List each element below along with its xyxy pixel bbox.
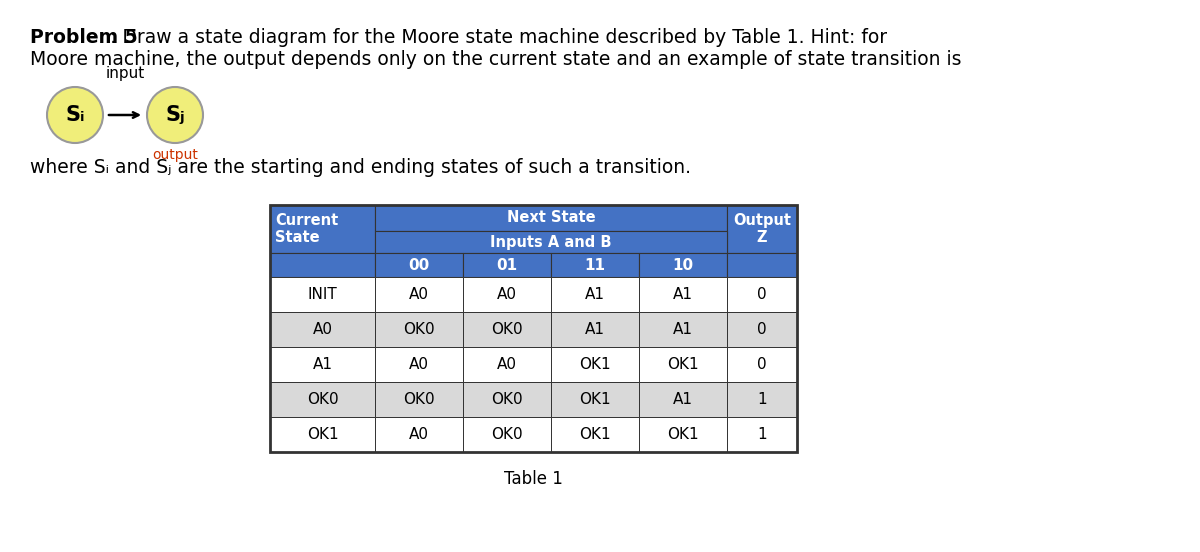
Bar xyxy=(270,382,374,417)
Bar xyxy=(551,253,640,277)
Bar xyxy=(727,277,797,312)
Text: OK0: OK0 xyxy=(403,322,434,337)
Bar xyxy=(374,382,463,417)
Text: Sᵢ: Sᵢ xyxy=(65,105,85,125)
Text: 01: 01 xyxy=(497,257,517,273)
Bar xyxy=(463,417,551,452)
Bar xyxy=(463,277,551,312)
Bar xyxy=(640,417,727,452)
Bar xyxy=(640,382,727,417)
Bar xyxy=(463,253,551,277)
Text: OK1: OK1 xyxy=(580,357,611,372)
Circle shape xyxy=(47,87,103,143)
Text: Current
State: Current State xyxy=(275,213,338,245)
Bar xyxy=(374,277,463,312)
Bar xyxy=(551,417,640,452)
Text: A0: A0 xyxy=(409,357,430,372)
Text: A0: A0 xyxy=(409,427,430,442)
Text: INIT: INIT xyxy=(307,287,337,302)
Bar xyxy=(463,382,551,417)
Bar xyxy=(270,312,374,347)
Text: A1: A1 xyxy=(586,322,605,337)
Text: Table 1: Table 1 xyxy=(504,470,563,488)
Text: Problem 5: Problem 5 xyxy=(30,28,138,47)
Text: A0: A0 xyxy=(409,287,430,302)
Bar xyxy=(640,277,727,312)
Text: OK1: OK1 xyxy=(667,357,698,372)
Bar xyxy=(727,382,797,417)
Text: 00: 00 xyxy=(408,257,430,273)
Bar xyxy=(270,205,374,253)
Text: A1: A1 xyxy=(312,357,332,372)
Bar xyxy=(727,205,797,253)
Text: 1: 1 xyxy=(757,427,767,442)
Text: Sⱼ: Sⱼ xyxy=(166,105,185,125)
Text: OK0: OK0 xyxy=(403,392,434,407)
Bar xyxy=(551,312,640,347)
Text: input: input xyxy=(106,66,145,81)
Text: OK1: OK1 xyxy=(667,427,698,442)
Bar xyxy=(270,253,374,277)
Bar xyxy=(463,312,551,347)
Text: OK0: OK0 xyxy=(307,392,338,407)
Bar xyxy=(640,253,727,277)
Text: Output
Z: Output Z xyxy=(733,213,791,245)
Text: A0: A0 xyxy=(497,357,517,372)
Text: 0: 0 xyxy=(757,357,767,372)
Bar xyxy=(270,347,374,382)
Text: OK0: OK0 xyxy=(491,392,523,407)
Bar xyxy=(270,417,374,452)
Text: Moore machine, the output depends only on the current state and an example of st: Moore machine, the output depends only o… xyxy=(30,50,961,69)
Bar xyxy=(551,277,640,312)
Text: A1: A1 xyxy=(673,287,694,302)
Text: : Draw a state diagram for the Moore state machine described by Table 1. Hint: f: : Draw a state diagram for the Moore sta… xyxy=(110,28,887,47)
Text: Next State: Next State xyxy=(506,210,595,226)
Text: 11: 11 xyxy=(584,257,606,273)
Bar xyxy=(374,347,463,382)
Text: 0: 0 xyxy=(757,322,767,337)
Text: A0: A0 xyxy=(312,322,332,337)
Bar xyxy=(551,347,640,382)
Bar xyxy=(270,205,797,452)
Bar xyxy=(374,253,463,277)
Bar xyxy=(727,417,797,452)
Text: 10: 10 xyxy=(672,257,694,273)
Bar xyxy=(374,312,463,347)
Bar xyxy=(374,205,727,231)
Bar xyxy=(463,347,551,382)
Text: A1: A1 xyxy=(586,287,605,302)
Text: A0: A0 xyxy=(497,287,517,302)
Text: OK1: OK1 xyxy=(307,427,338,442)
Text: OK1: OK1 xyxy=(580,427,611,442)
Text: Inputs A and B: Inputs A and B xyxy=(491,235,612,250)
Text: OK0: OK0 xyxy=(491,322,523,337)
Text: A1: A1 xyxy=(673,322,694,337)
Text: OK1: OK1 xyxy=(580,392,611,407)
Bar xyxy=(727,312,797,347)
Bar xyxy=(270,277,374,312)
Bar xyxy=(374,231,727,253)
Text: A1: A1 xyxy=(673,392,694,407)
Bar xyxy=(374,417,463,452)
Bar xyxy=(551,382,640,417)
Bar xyxy=(640,347,727,382)
Circle shape xyxy=(148,87,203,143)
Bar xyxy=(640,312,727,347)
Bar xyxy=(727,253,797,277)
Text: where Sᵢ and Sⱼ are the starting and ending states of such a transition.: where Sᵢ and Sⱼ are the starting and end… xyxy=(30,158,691,177)
Text: 0: 0 xyxy=(757,287,767,302)
Text: 1: 1 xyxy=(757,392,767,407)
Text: output: output xyxy=(152,148,198,162)
Text: OK0: OK0 xyxy=(491,427,523,442)
Bar xyxy=(727,347,797,382)
